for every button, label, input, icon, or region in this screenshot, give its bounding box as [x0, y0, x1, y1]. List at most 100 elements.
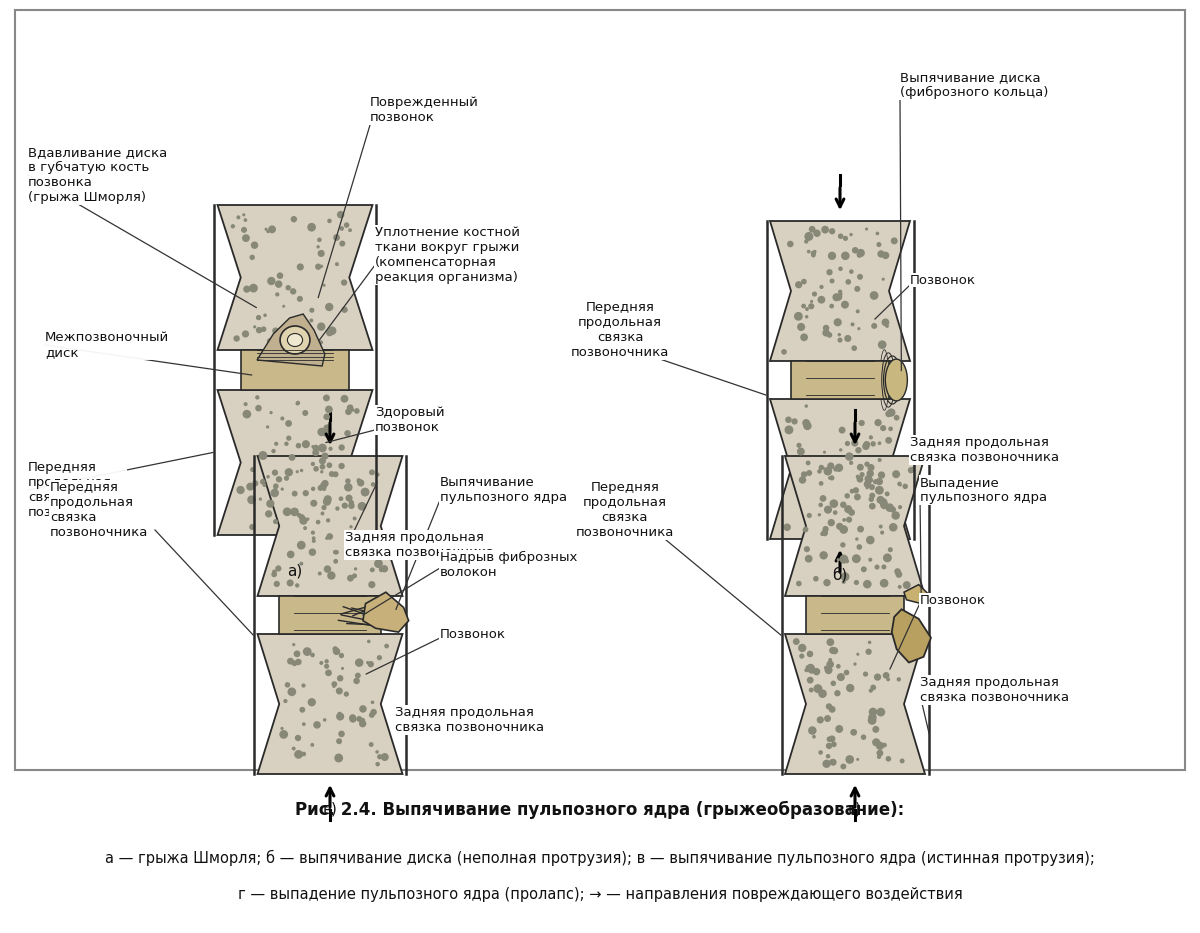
Circle shape — [340, 732, 343, 736]
Circle shape — [301, 684, 306, 688]
Circle shape — [836, 673, 845, 681]
Circle shape — [864, 462, 870, 466]
Circle shape — [355, 659, 364, 667]
Circle shape — [808, 666, 816, 674]
Circle shape — [876, 495, 884, 504]
Circle shape — [302, 440, 310, 448]
Circle shape — [349, 715, 356, 721]
Circle shape — [840, 763, 846, 770]
Circle shape — [265, 510, 272, 518]
Circle shape — [338, 444, 344, 451]
Circle shape — [805, 461, 810, 466]
Circle shape — [805, 665, 809, 669]
Circle shape — [359, 720, 366, 728]
Circle shape — [832, 742, 836, 747]
Circle shape — [908, 467, 914, 473]
Circle shape — [842, 518, 846, 522]
Circle shape — [332, 550, 337, 554]
Circle shape — [882, 318, 889, 327]
Circle shape — [295, 401, 300, 405]
Circle shape — [347, 575, 354, 581]
Circle shape — [312, 539, 316, 543]
Circle shape — [331, 681, 337, 687]
Circle shape — [827, 463, 834, 469]
Circle shape — [804, 232, 814, 241]
Circle shape — [828, 252, 836, 260]
Circle shape — [300, 707, 305, 713]
Circle shape — [376, 762, 380, 766]
Circle shape — [290, 216, 298, 222]
Circle shape — [841, 252, 850, 260]
Circle shape — [827, 638, 834, 646]
Circle shape — [326, 533, 334, 540]
Circle shape — [312, 449, 319, 456]
Circle shape — [781, 349, 787, 355]
Circle shape — [304, 526, 307, 530]
Circle shape — [323, 284, 325, 286]
Circle shape — [236, 486, 245, 494]
Circle shape — [252, 480, 258, 486]
Circle shape — [828, 519, 835, 526]
Circle shape — [799, 476, 806, 483]
Circle shape — [835, 464, 844, 472]
Circle shape — [830, 648, 839, 654]
Circle shape — [833, 510, 838, 515]
Circle shape — [787, 241, 793, 247]
Circle shape — [863, 672, 868, 676]
Circle shape — [895, 571, 902, 578]
Circle shape — [856, 758, 859, 761]
Circle shape — [805, 315, 809, 318]
Circle shape — [856, 537, 858, 541]
Circle shape — [337, 712, 342, 716]
Circle shape — [838, 333, 841, 337]
Text: а): а) — [287, 563, 302, 578]
Circle shape — [806, 250, 810, 254]
Circle shape — [234, 335, 240, 341]
Circle shape — [313, 721, 320, 729]
Circle shape — [334, 559, 338, 564]
Circle shape — [869, 436, 874, 439]
Circle shape — [346, 479, 350, 484]
Circle shape — [817, 717, 824, 723]
Circle shape — [880, 501, 888, 509]
Circle shape — [856, 447, 862, 453]
Circle shape — [898, 585, 901, 589]
Circle shape — [838, 338, 842, 342]
Circle shape — [322, 505, 326, 510]
Circle shape — [840, 572, 850, 581]
Circle shape — [340, 226, 344, 230]
Circle shape — [325, 406, 332, 413]
Circle shape — [311, 445, 314, 448]
Circle shape — [340, 241, 346, 246]
Circle shape — [828, 476, 832, 480]
Circle shape — [344, 430, 350, 437]
Circle shape — [818, 689, 827, 698]
Circle shape — [820, 495, 827, 502]
Circle shape — [256, 405, 262, 411]
Circle shape — [324, 565, 331, 573]
Circle shape — [349, 716, 356, 723]
Circle shape — [829, 706, 835, 713]
Circle shape — [835, 294, 842, 300]
Circle shape — [798, 644, 806, 652]
Circle shape — [344, 222, 349, 228]
Circle shape — [260, 327, 266, 332]
Circle shape — [824, 666, 833, 675]
Circle shape — [263, 483, 266, 487]
Circle shape — [896, 677, 901, 681]
Circle shape — [318, 443, 326, 453]
Circle shape — [253, 326, 257, 328]
Circle shape — [274, 581, 280, 587]
Circle shape — [276, 476, 282, 482]
Text: Задняя продольная
связка позвоночника: Задняя продольная связка позвоночника — [346, 531, 494, 559]
Circle shape — [366, 661, 370, 664]
Circle shape — [869, 484, 875, 490]
Circle shape — [241, 227, 247, 233]
Circle shape — [836, 522, 844, 530]
Circle shape — [829, 304, 834, 309]
Circle shape — [809, 688, 814, 692]
Circle shape — [823, 325, 829, 331]
Circle shape — [834, 690, 840, 696]
Circle shape — [256, 327, 263, 333]
Circle shape — [857, 274, 863, 280]
